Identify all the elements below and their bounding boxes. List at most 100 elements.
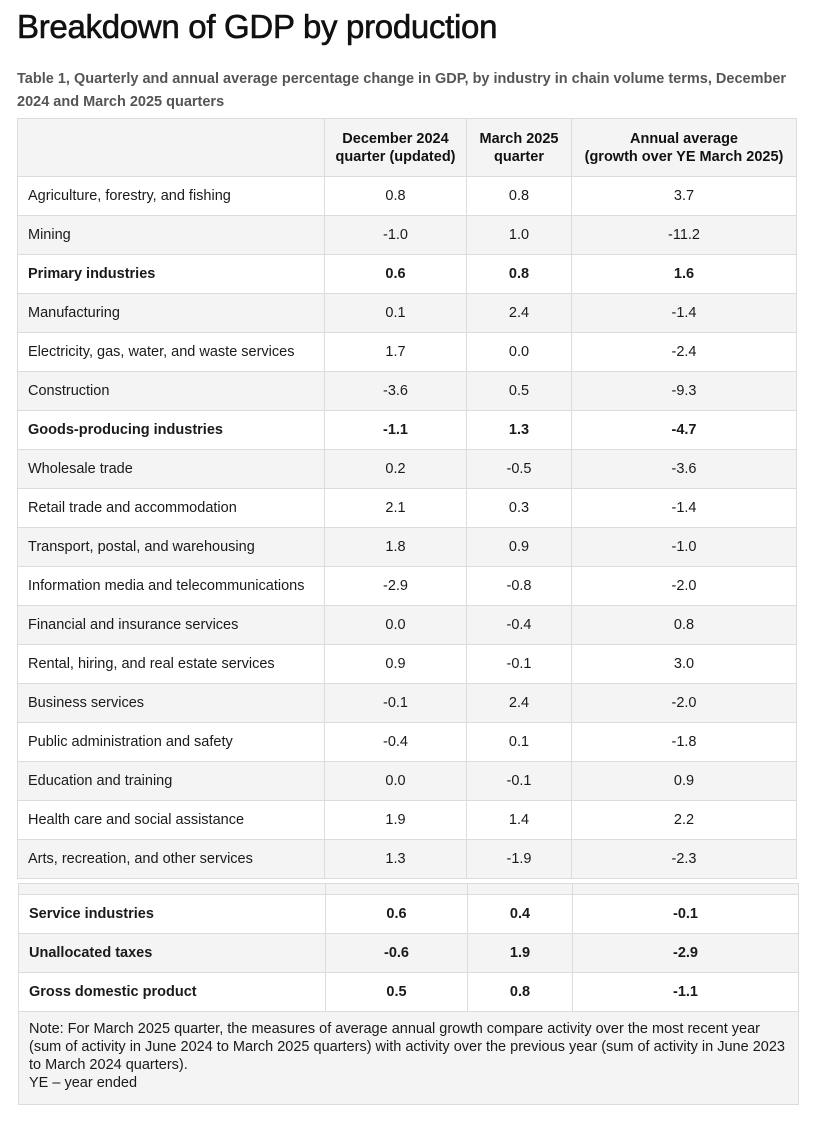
mar2025-cell: -0.5 [466, 449, 572, 489]
annual-cell: -4.7 [571, 410, 797, 450]
industry-cell: Information media and telecommunications [17, 566, 325, 606]
table-row: Information media and telecommunications… [17, 566, 797, 606]
annual-cell: -3.6 [571, 449, 797, 489]
industry-cell: Business services [17, 683, 325, 723]
table-row: Financial and insurance services 0.0 -0.4 0… [17, 605, 797, 645]
mar2025-cell: 0.1 [466, 722, 572, 762]
dec2024-cell: -2.9 [324, 566, 467, 606]
summary-table: Service industries 0.6 0.4 -0.1 Unallocated … [18, 883, 799, 1105]
table-row: Health care and social assistance 1.9 1.4 2… [17, 800, 797, 840]
industry-cell: Wholesale trade [17, 449, 325, 489]
note-row: Note: For March 2025 quarter, the measur… [18, 1011, 799, 1105]
industry-cell: Service industries [18, 894, 326, 934]
mar2025-cell: 2.4 [466, 683, 572, 723]
annual-cell: 3.0 [571, 644, 797, 684]
annual-cell: -0.1 [572, 894, 799, 934]
dec2024-cell: -0.4 [324, 722, 467, 762]
dec2024-cell: -1.1 [324, 410, 467, 450]
table-caption: Table 1, Quarterly and annual average pe… [17, 71, 787, 110]
industry-cell: Manufacturing [17, 293, 325, 333]
industry-cell: Education and training [17, 761, 325, 801]
industry-cell: Health care and social assistance [17, 800, 325, 840]
table-row: Mining -1.0 1.0 -11.2 [17, 215, 797, 255]
note-abbreviation: YE – year ended [29, 1075, 138, 1091]
table-row: Arts, recreation, and other services 1.3-… [17, 839, 797, 879]
dec2024-cell: 0.0 [324, 605, 467, 645]
industry-cell: Gross domestic product [18, 972, 326, 1012]
dec2024-cell: -1.0 [324, 215, 467, 255]
table-header-row: December 2024 quarter (updated) March 20… [17, 118, 797, 177]
mar2025-cell: 0.0 [466, 332, 572, 372]
mar2025-cell: -0.1 [466, 644, 572, 684]
summary-table-body: Service industries 0.6 0.4 -0.1 Unallocated … [18, 883, 799, 1012]
industry-cell: Primary industries [17, 254, 325, 294]
annual-cell: -2.9 [572, 933, 799, 973]
annual-cell: -2.4 [571, 332, 797, 372]
dec2024-cell: 1.8 [324, 527, 467, 567]
dec2024-cell: 0.5 [325, 972, 468, 1012]
table-row: Public administration and safety -0.4 0.1-… [17, 722, 797, 762]
industry-cell: Retail trade and accommodation [17, 488, 325, 528]
annual-cell: -2.3 [571, 839, 797, 879]
table-row: Unallocated taxes -0.6 1.9 -2.9 [18, 933, 799, 973]
annual-cell: 0.8 [571, 605, 797, 645]
table-row: Business services -0.1 2.4 -2.0 [17, 683, 797, 723]
mar2025-cell: -0.1 [466, 761, 572, 801]
dec2024-cell: 0.2 [324, 449, 467, 489]
mar2025-cell: 2.4 [466, 293, 572, 333]
mar2025-cell: 0.8 [467, 972, 573, 1012]
table-row: Construction -3.6 0.5 -9.3 [17, 371, 797, 411]
table-row: Goods-producing industries -1.1 1.3 -4.7 [17, 410, 797, 450]
mar2025-cell: 0.3 [466, 488, 572, 528]
header-annual-line1: Annual average [630, 130, 738, 147]
mar2025-cell: 1.0 [466, 215, 572, 255]
mar2025-cell: -0.8 [466, 566, 572, 606]
mar2025-cell: -0.4 [466, 605, 572, 645]
header-mar2025-line1: March 2025 [479, 130, 559, 147]
industry-cell: Construction [17, 371, 325, 411]
table-row: Wholesale trade 0.2 -0.5 -3.6 [17, 449, 797, 489]
dec2024-cell: 1.3 [324, 839, 467, 879]
mar2025-cell: 0.8 [466, 254, 572, 294]
mar2025-cell: 1.3 [466, 410, 572, 450]
dec2024-cell: 0.0 [324, 761, 467, 801]
annual-cell: 0.9 [571, 761, 797, 801]
dec2024-cell: -0.1 [324, 683, 467, 723]
table-row: Manufacturing 0.1 2.4 -1.4 [17, 293, 797, 333]
dec2024-cell: 0.1 [324, 293, 467, 333]
dec2024-cell: 2.1 [324, 488, 467, 528]
mar2025-cell: 0.9 [466, 527, 572, 567]
dec2024-cell: 0.6 [324, 254, 467, 294]
gdp-table: December 2024 quarter (updated) March 20… [17, 118, 797, 879]
mar2025-cell: 0.8 [466, 176, 572, 216]
header-annual-line2: (growth over YE March 2025) [584, 148, 784, 165]
table-row: Electricity, gas, water, and waste servi… [17, 332, 797, 372]
industry-cell: Unallocated taxes [18, 933, 326, 973]
header-annual: Annual average (growth over YE March 202… [571, 118, 797, 177]
dec2024-cell: 0.8 [324, 176, 467, 216]
annual-cell: -11.2 [571, 215, 797, 255]
industry-cell: Transport, postal, and warehousing [17, 527, 325, 567]
table-row: Education and training 0.0 -0.1 0.9 [17, 761, 797, 801]
industry-cell: Goods-producing industries [17, 410, 325, 450]
industry-cell: Rental, hiring, and real estate services [17, 644, 325, 684]
annual-cell: 2.2 [571, 800, 797, 840]
header-dec2024: December 2024 quarter (updated) [324, 118, 467, 177]
industry-cell: Mining [17, 215, 325, 255]
annual-cell: -1.4 [571, 488, 797, 528]
table-row: Primary industries 0.6 0.8 1.6 [17, 254, 797, 294]
industry-cell: Electricity, gas, water, and waste servi… [17, 332, 325, 372]
dec2024-cell: -3.6 [324, 371, 467, 411]
header-industry [17, 118, 325, 177]
page-title: Breakdown of GDP by production [17, 8, 498, 46]
spacer-row [18, 883, 799, 895]
mar2025-cell: 0.5 [466, 371, 572, 411]
mar2025-cell: 1.4 [466, 800, 572, 840]
annual-cell: -2.0 [571, 566, 797, 606]
mar2025-cell: 0.4 [467, 894, 573, 934]
dec2024-cell: 0.6 [325, 894, 468, 934]
table-row: Retail trade and accommodation 2.1 0.3 -1.4 [17, 488, 797, 528]
dec2024-cell: 0.9 [324, 644, 467, 684]
table-note: Note: For March 2025 quarter, the measur… [18, 1011, 799, 1105]
industry-cell: Public administration and safety [17, 722, 325, 762]
